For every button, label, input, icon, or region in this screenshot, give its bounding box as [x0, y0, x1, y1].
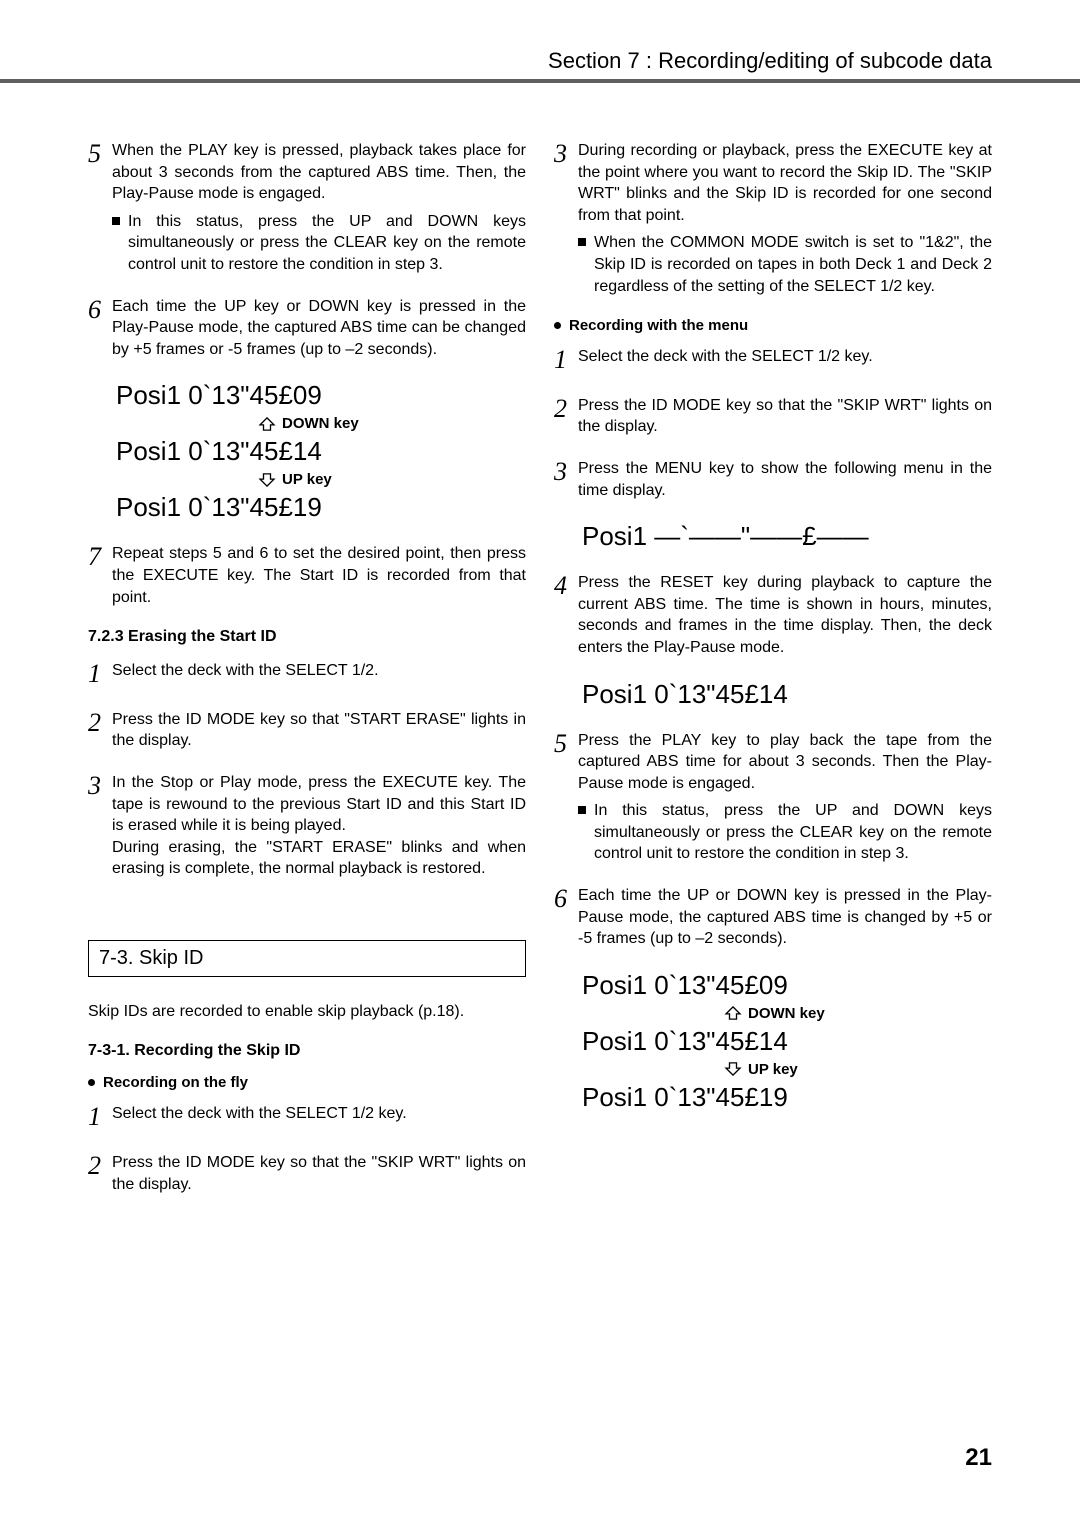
heading-723: 7.2.3 Erasing the Start ID [88, 628, 526, 646]
step-num: 2 [554, 395, 578, 424]
fly-2: 2 Press the ID MODE key so that the "SKI… [88, 1152, 526, 1195]
step-text: In the Stop or Play mode, press the EXEC… [112, 772, 526, 880]
text: During recording or playback, press the … [578, 142, 992, 224]
dot-heading-menu: Recording with the menu [554, 317, 992, 334]
menu-6: 6 Each time the UP or DOWN key is presse… [554, 885, 992, 950]
step-text: Press the ID MODE key so that the "SKIP … [112, 1152, 526, 1195]
header-rule [0, 79, 1080, 83]
square-icon [578, 238, 586, 246]
step-num: 3 [88, 772, 112, 801]
step-6: 6 Each time the UP key or DOWN key is pr… [88, 296, 526, 361]
dot-icon [554, 322, 561, 329]
step-text: Select the deck with the SELECT 1/2 key. [578, 346, 992, 368]
display-line: Posi1 0`13"45£19 [116, 492, 526, 523]
menu-4: 4 Press the RESET key during playback to… [554, 572, 992, 658]
dot-text: Recording on the fly [103, 1074, 248, 1091]
right-column: 3 During recording or playback, press th… [554, 140, 992, 1215]
step-text: Press the ID MODE key so that "START ERA… [112, 709, 526, 752]
step-5: 5 When the PLAY key is pressed, playback… [88, 140, 526, 276]
dot-icon [88, 1079, 95, 1086]
step-text: Press the ID MODE key so that the "SKIP … [578, 395, 992, 438]
square-icon [578, 806, 586, 814]
step-num: 2 [88, 1152, 112, 1181]
step-num: 5 [88, 140, 112, 169]
key-text: UP key [282, 471, 332, 488]
display-line: Posi1 0`13"45£09 [116, 380, 526, 411]
display-m4: Posi1 0`13"45£14 [582, 679, 992, 710]
display-line: Posi1 0`13"45£19 [582, 1082, 992, 1113]
sub-bullet: In this status, press the UP and DOWN ke… [112, 211, 526, 276]
step-text: Repeat steps 5 and 6 to set the desired … [112, 543, 526, 608]
arrow-down-icon [724, 1062, 742, 1076]
step-num: 3 [554, 458, 578, 487]
up-key-label: UP key [258, 471, 526, 488]
dot-text: Recording with the menu [569, 317, 748, 334]
step-text: When the PLAY key is pressed, playback t… [112, 140, 526, 276]
step-text: Press the PLAY key to play back the tape… [578, 730, 992, 866]
step-num: 1 [88, 660, 112, 689]
step-num: 1 [554, 346, 578, 375]
display-menu: Posi1 —`——"——£—— [582, 521, 992, 552]
step-num: 4 [554, 572, 578, 601]
step-num: 7 [88, 543, 112, 572]
step-text: Press the RESET key during playback to c… [578, 572, 992, 658]
step-text: Each time the UP key or DOWN key is pres… [112, 296, 526, 361]
step-num: 1 [88, 1103, 112, 1132]
erase-3: 3 In the Stop or Play mode, press the EX… [88, 772, 526, 880]
sub-text: In this status, press the UP and DOWN ke… [594, 800, 992, 865]
display-line: Posi1 0`13"45£14 [582, 1026, 992, 1057]
step-num: 5 [554, 730, 578, 759]
arrow-down-icon [258, 473, 276, 487]
right-3: 3 During recording or playback, press th… [554, 140, 992, 297]
step-num: 2 [88, 709, 112, 738]
menu-1: 1 Select the deck with the SELECT 1/2 ke… [554, 346, 992, 375]
sub-text: When the COMMON MODE switch is set to "1… [594, 232, 992, 297]
fly-1: 1 Select the deck with the SELECT 1/2 ke… [88, 1103, 526, 1132]
up-key-label: UP key [724, 1061, 992, 1078]
down-key-label: DOWN key [724, 1005, 992, 1022]
step-text: During recording or playback, press the … [578, 140, 992, 297]
key-text: DOWN key [282, 415, 359, 432]
step-text: Select the deck with the SELECT 1/2 key. [112, 1103, 526, 1125]
erase-1: 1 Select the deck with the SELECT 1/2. [88, 660, 526, 689]
menu-3: 3 Press the MENU key to show the followi… [554, 458, 992, 501]
heading-731: 7-3-1. Recording the Skip ID [88, 1042, 526, 1060]
section-title: Section 7 : Recording/editing of subcode… [548, 48, 992, 74]
text: Press the PLAY key to play back the tape… [578, 732, 992, 792]
menu-5: 5 Press the PLAY key to play back the ta… [554, 730, 992, 866]
key-text: UP key [748, 1061, 798, 1078]
key-text: DOWN key [748, 1005, 825, 1022]
sub-bullet: When the COMMON MODE switch is set to "1… [578, 232, 992, 297]
step-7: 7 Repeat steps 5 and 6 to set the desire… [88, 543, 526, 608]
square-icon [112, 217, 120, 225]
dot-heading-fly: Recording on the fly [88, 1074, 526, 1091]
left-column: 5 When the PLAY key is pressed, playback… [88, 140, 526, 1215]
page-body: 5 When the PLAY key is pressed, playback… [88, 140, 992, 1215]
text: In the Stop or Play mode, press the EXEC… [112, 774, 526, 834]
erase-2: 2 Press the ID MODE key so that "START E… [88, 709, 526, 752]
step-num: 6 [554, 885, 578, 914]
down-key-label: DOWN key [258, 415, 526, 432]
display-line: Posi1 0`13"45£14 [116, 436, 526, 467]
display-line: Posi1 0`13"45£09 [582, 970, 992, 1001]
step-num: 6 [88, 296, 112, 325]
sub-text: In this status, press the UP and DOWN ke… [128, 211, 526, 276]
step-text: Each time the UP or DOWN key is pressed … [578, 885, 992, 950]
arrow-up-icon [724, 1006, 742, 1020]
text: When the PLAY key is pressed, playback t… [112, 142, 526, 202]
step-num: 3 [554, 140, 578, 169]
page-number: 21 [965, 1444, 992, 1472]
menu-2: 2 Press the ID MODE key so that the "SKI… [554, 395, 992, 438]
section-box-73: 7-3. Skip ID [88, 940, 526, 977]
step-text: Press the MENU key to show the following… [578, 458, 992, 501]
step-text: Select the deck with the SELECT 1/2. [112, 660, 526, 682]
arrow-up-icon [258, 417, 276, 431]
text2: During erasing, the "START ERASE" blinks… [112, 839, 526, 878]
skip-intro: Skip IDs are recorded to enable skip pla… [88, 1001, 526, 1023]
sub-bullet: In this status, press the UP and DOWN ke… [578, 800, 992, 865]
